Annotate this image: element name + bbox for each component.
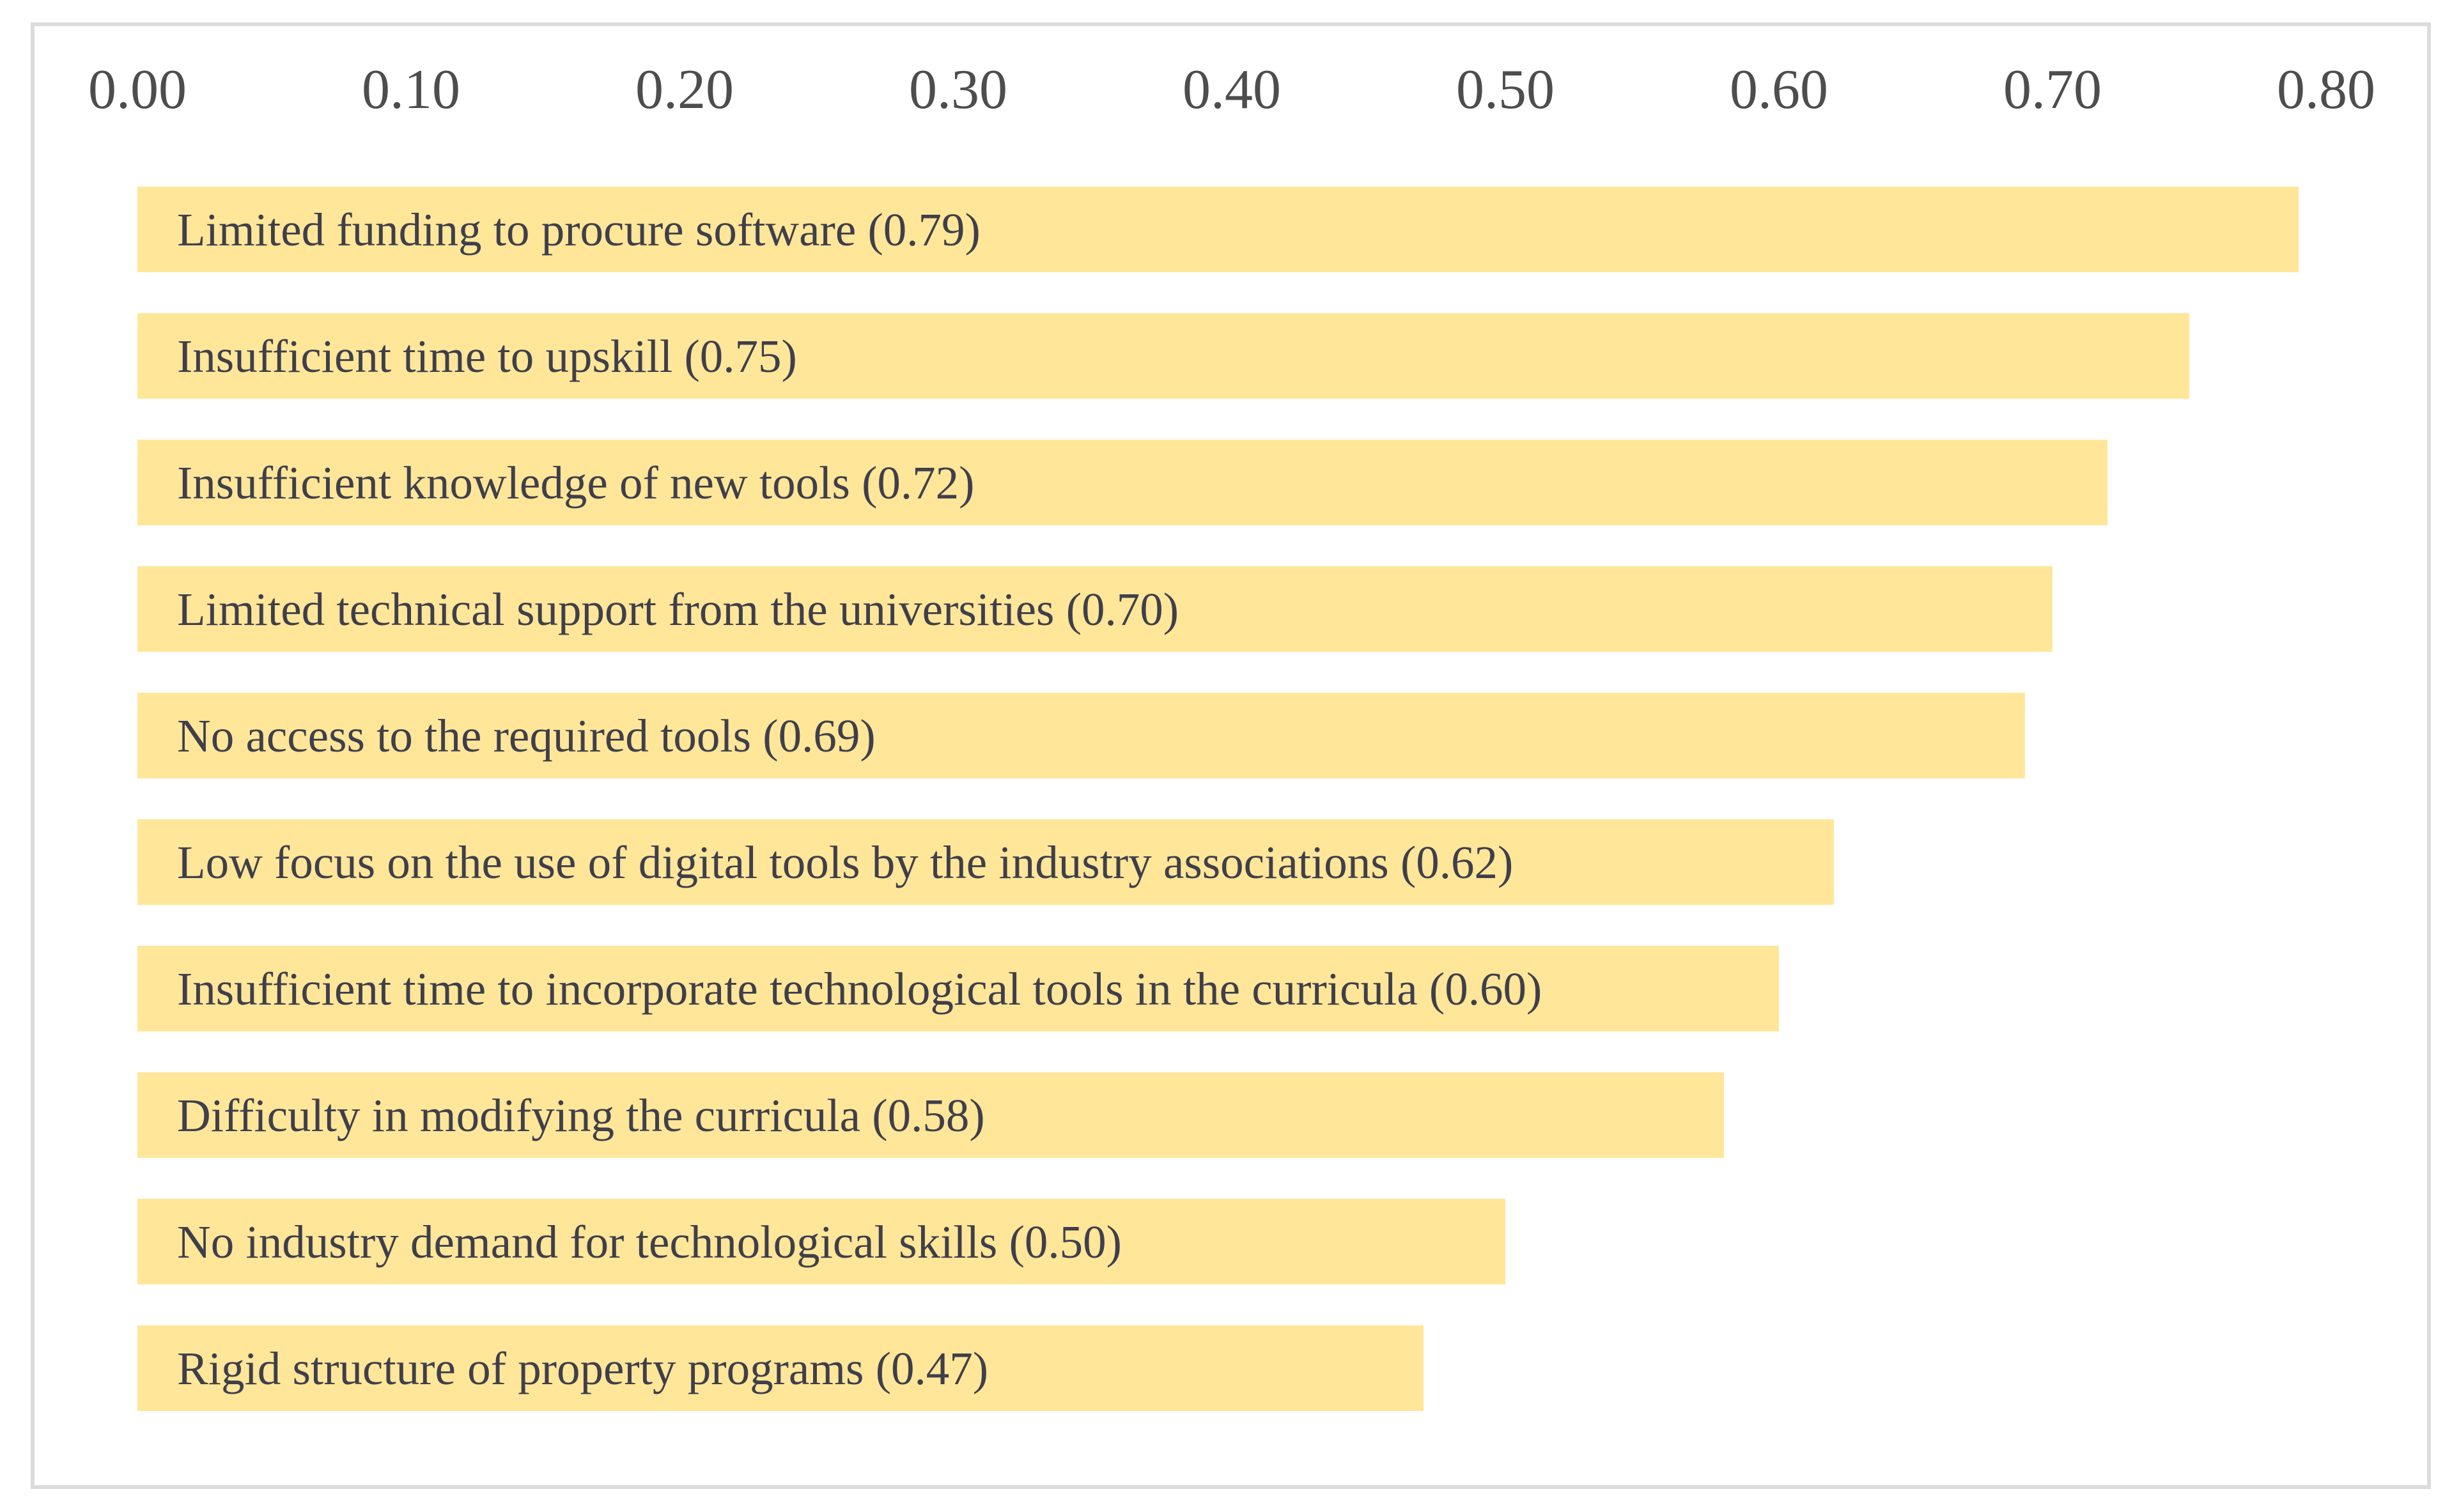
x-axis-tick-label: 0.50 [1456,59,1555,121]
x-axis-tick-label: 0.80 [2277,59,2375,121]
bar: Limited funding to procure software (0.7… [137,187,2299,272]
bar-label: No industry demand for technological ski… [177,1215,1122,1268]
bar-label: Insufficient knowledge of new tools (0.7… [177,456,975,509]
bar: Low focus on the use of digital tools by… [137,819,1834,905]
bar: No industry demand for technological ski… [137,1199,1505,1284]
x-axis-tick-label: 0.30 [909,59,1007,121]
bar: Rigid structure of property programs (0.… [137,1325,1424,1411]
bar-label: Rigid structure of property programs (0.… [177,1342,989,1394]
bar: No access to the required tools (0.69) [137,693,2026,778]
bar: Limited technical support from the unive… [137,566,2052,652]
x-axis-tick-label: 0.60 [1730,59,1828,121]
bar-label: Low focus on the use of digital tools by… [177,836,1514,888]
bar: Insufficient knowledge of new tools (0.7… [137,440,2107,525]
x-axis-tick-label: 0.10 [362,59,460,121]
x-axis-tick-label: 0.20 [635,59,734,121]
bar-label: Limited funding to procure software (0.7… [177,203,981,256]
bar-label: No access to the required tools (0.69) [177,709,876,762]
x-axis-tick-label: 0.00 [88,59,187,121]
bar-label: Insufficient time to incorporate technol… [177,962,1542,1015]
bar: Insufficient time to incorporate technol… [137,946,1779,1031]
chart-panel: 0.00 0.10 0.20 0.30 0.40 0.50 0.60 0.70 0.80 Lim… [31,22,2431,1489]
bar: Difficulty in modifying the curricula (0… [137,1072,1725,1158]
x-axis-tick-label: 0.70 [2003,59,2102,121]
bar: Insufficient time to upskill (0.75) [137,313,2189,399]
bar-label: Limited technical support from the unive… [177,583,1179,635]
plot-area: 0.00 0.10 0.20 0.30 0.40 0.50 0.60 0.70 0.80 Lim… [88,26,2375,1485]
bar-label: Insufficient time to upskill (0.75) [177,330,797,382]
x-axis-tick-label: 0.40 [1183,59,1281,121]
bar-label: Difficulty in modifying the curricula (0… [177,1089,985,1141]
